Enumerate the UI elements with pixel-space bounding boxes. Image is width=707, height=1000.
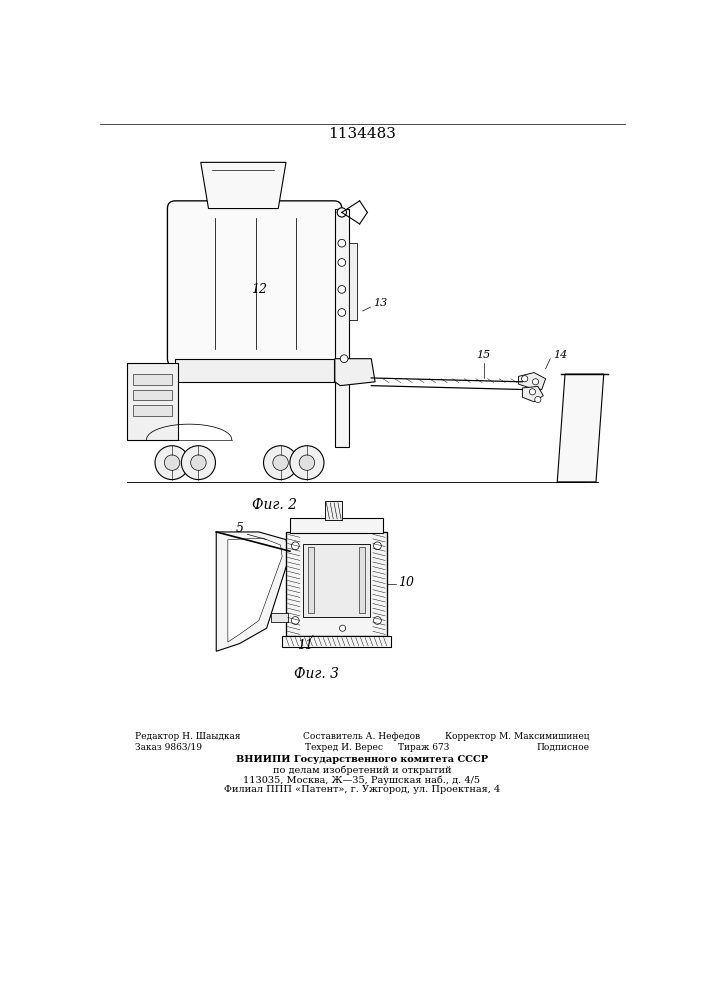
Bar bbox=[134, 405, 172, 416]
Circle shape bbox=[339, 625, 346, 631]
Polygon shape bbox=[201, 162, 286, 209]
Text: 113035, Москва, Ж—35, Раушская наб., д. 4/5: 113035, Москва, Ж—35, Раушская наб., д. … bbox=[243, 775, 481, 785]
Circle shape bbox=[299, 455, 315, 470]
Circle shape bbox=[530, 389, 535, 395]
Text: 13: 13 bbox=[373, 298, 388, 308]
Text: 14: 14 bbox=[554, 350, 568, 360]
FancyBboxPatch shape bbox=[168, 201, 341, 366]
Bar bbox=[286, 532, 387, 636]
Bar bbox=[134, 389, 172, 400]
Circle shape bbox=[534, 396, 541, 403]
Text: 11: 11 bbox=[298, 639, 313, 652]
Text: Фиг. 3: Фиг. 3 bbox=[295, 667, 339, 681]
Circle shape bbox=[291, 617, 299, 624]
Circle shape bbox=[182, 446, 216, 480]
Polygon shape bbox=[557, 374, 604, 482]
Circle shape bbox=[338, 239, 346, 247]
Text: 5: 5 bbox=[235, 522, 243, 535]
Bar bbox=[359, 547, 365, 613]
Bar bbox=[325, 501, 341, 520]
Polygon shape bbox=[228, 538, 282, 642]
Text: 10: 10 bbox=[398, 576, 414, 588]
Text: по делам изобретений и открытий: по делам изобретений и открытий bbox=[273, 765, 451, 775]
Bar bbox=[282, 636, 391, 647]
Circle shape bbox=[291, 542, 299, 550]
Polygon shape bbox=[216, 532, 290, 651]
Text: Тираж 673: Тираж 673 bbox=[398, 743, 450, 752]
Text: Корректор М. Максимишинец: Корректор М. Максимишинец bbox=[445, 732, 590, 741]
Text: 1134483: 1134483 bbox=[328, 127, 396, 141]
Bar bbox=[127, 363, 177, 440]
Text: Составитель А. Нефедов: Составитель А. Нефедов bbox=[303, 732, 421, 741]
Polygon shape bbox=[518, 373, 546, 389]
Circle shape bbox=[338, 259, 346, 266]
Bar bbox=[271, 613, 288, 622]
Circle shape bbox=[290, 446, 324, 480]
Polygon shape bbox=[335, 359, 375, 386]
Bar bbox=[290, 518, 383, 533]
Text: Подписное: Подписное bbox=[537, 743, 590, 752]
Circle shape bbox=[264, 446, 298, 480]
Bar bbox=[134, 374, 172, 385]
Bar bbox=[308, 547, 314, 613]
Text: Техред И. Верес: Техред И. Верес bbox=[305, 743, 383, 752]
Bar bbox=[335, 209, 349, 447]
Circle shape bbox=[338, 309, 346, 316]
Circle shape bbox=[373, 542, 381, 550]
Text: Редактор Н. Шаыдкая: Редактор Н. Шаыдкая bbox=[135, 732, 240, 741]
Circle shape bbox=[155, 446, 189, 480]
Bar bbox=[175, 359, 334, 382]
Polygon shape bbox=[522, 386, 543, 402]
Text: 12: 12 bbox=[251, 283, 267, 296]
Bar bbox=[303, 544, 370, 617]
Text: ВНИИПИ Государственного комитета СССР: ВНИИПИ Государственного комитета СССР bbox=[236, 755, 488, 764]
Text: 15: 15 bbox=[477, 350, 491, 360]
Circle shape bbox=[337, 208, 346, 217]
Bar bbox=[349, 243, 356, 320]
Circle shape bbox=[338, 286, 346, 293]
Text: Фиг. 2: Фиг. 2 bbox=[252, 498, 297, 512]
Circle shape bbox=[340, 355, 348, 363]
Text: Заказ 9863/19: Заказ 9863/19 bbox=[135, 743, 202, 752]
Circle shape bbox=[522, 376, 528, 382]
Circle shape bbox=[273, 455, 288, 470]
Circle shape bbox=[191, 455, 206, 470]
Circle shape bbox=[164, 455, 180, 470]
Circle shape bbox=[373, 617, 381, 624]
Text: Филиал ППП «Патент», г. Ужгород, ул. Проектная, 4: Филиал ППП «Патент», г. Ужгород, ул. Про… bbox=[224, 785, 500, 794]
Circle shape bbox=[532, 379, 539, 385]
